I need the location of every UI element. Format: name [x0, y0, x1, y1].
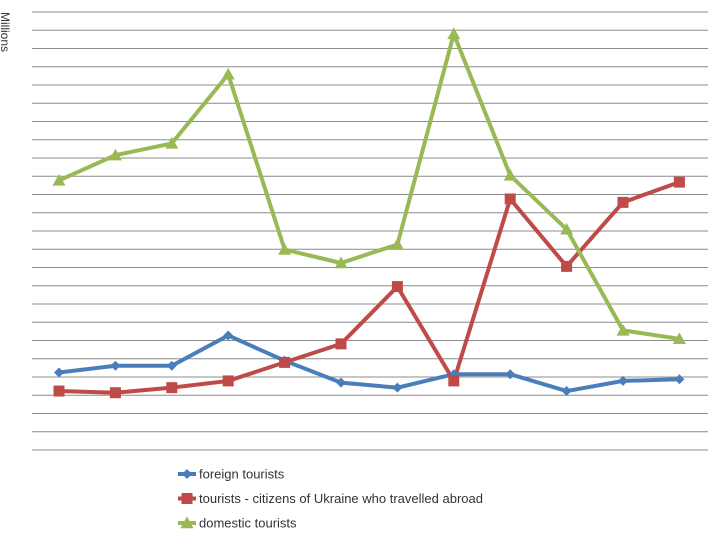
legend-label: domestic tourists — [199, 516, 297, 531]
data-point — [336, 377, 346, 388]
data-point — [110, 360, 121, 371]
data-point — [390, 237, 404, 250]
data-point — [618, 375, 628, 386]
data-point — [447, 27, 461, 40]
data-point — [279, 356, 291, 368]
data-point — [221, 67, 235, 80]
data-point — [674, 374, 685, 385]
data-point — [561, 260, 573, 272]
data-point — [223, 330, 234, 341]
data-point — [108, 148, 122, 161]
series-markers — [52, 27, 686, 399]
legend-label: foreign tourists — [199, 467, 285, 482]
series-lines — [58, 27, 681, 395]
series-line — [58, 180, 681, 395]
data-point — [392, 382, 403, 393]
data-point — [672, 332, 686, 345]
data-point — [616, 323, 630, 336]
data-point — [222, 375, 234, 387]
data-point — [166, 360, 177, 371]
data-point — [181, 493, 193, 504]
legend: foreign tourists tourists - citizens of U… — [178, 467, 483, 531]
data-point — [504, 193, 516, 205]
series-line — [58, 333, 680, 394]
data-point — [180, 516, 194, 529]
data-point — [54, 367, 64, 378]
data-point — [182, 469, 192, 479]
data-point — [560, 222, 574, 235]
data-point — [448, 375, 460, 387]
y-axis-label: Millions — [0, 12, 12, 52]
data-point — [561, 386, 572, 397]
data-point — [617, 196, 629, 208]
data-point — [334, 256, 348, 269]
data-point — [165, 136, 179, 149]
data-point — [335, 338, 347, 350]
data-point — [505, 369, 516, 380]
data-point — [673, 176, 685, 188]
gridlines — [32, 11, 708, 451]
data-point — [503, 168, 517, 181]
data-point — [391, 281, 403, 293]
legend-label: tourists - citizens of Ukraine who trave… — [199, 491, 483, 506]
data-point — [278, 243, 292, 255]
data-point — [109, 387, 121, 399]
data-point — [52, 173, 66, 186]
series-line — [58, 27, 680, 341]
data-point — [166, 382, 178, 394]
data-point — [53, 385, 65, 397]
